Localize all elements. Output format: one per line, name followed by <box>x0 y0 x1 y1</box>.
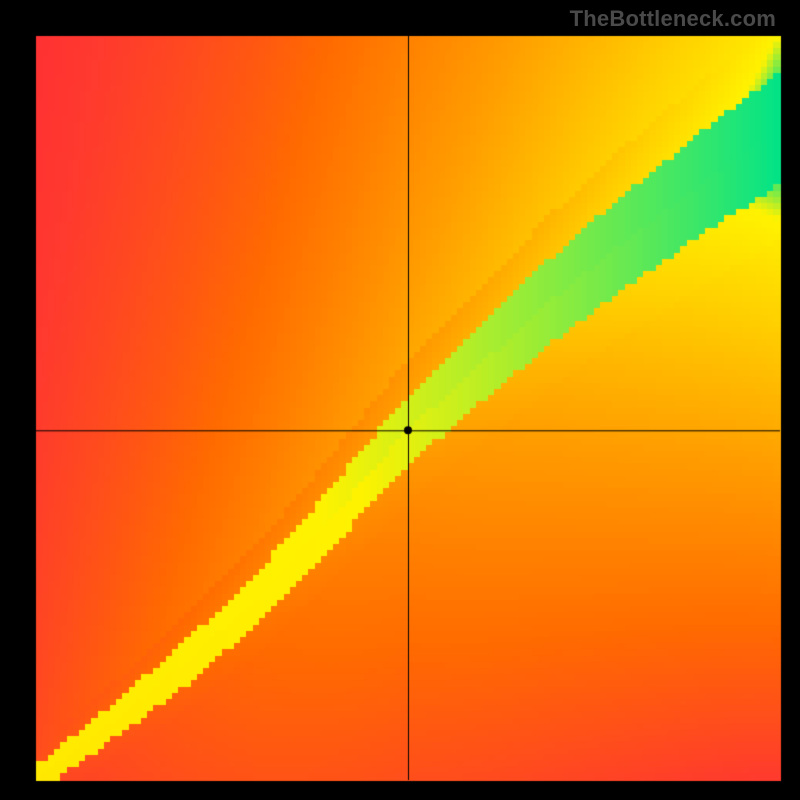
heatmap-canvas <box>0 0 800 800</box>
watermark-text: TheBottleneck.com <box>570 6 776 32</box>
chart-container: TheBottleneck.com <box>0 0 800 800</box>
